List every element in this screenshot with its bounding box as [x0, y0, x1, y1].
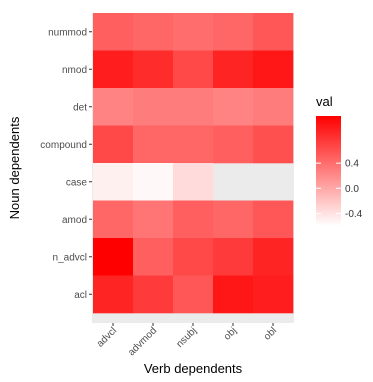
- heatmap-cell: [93, 275, 134, 314]
- heatmap-cell: [213, 88, 254, 126]
- y-tick-label: amod: [62, 215, 87, 226]
- heatmap-cell: [253, 275, 294, 314]
- x-tick-label: advcl: [95, 325, 119, 349]
- heatmap-cell: [173, 200, 214, 239]
- heatmap-cell: [173, 13, 214, 51]
- heatmap-cells: [93, 13, 294, 314]
- x-axis-ticks: advcl advmod nsubj obj obl: [95, 323, 279, 358]
- legend-colorbar: [316, 116, 341, 226]
- y-axis-title: Noun dependents: [7, 116, 22, 219]
- heatmap-cell: [93, 238, 134, 276]
- legend-ticks: 0.4 0.0 -0.4: [316, 159, 363, 220]
- heatmap-cell: [133, 200, 174, 239]
- heatmap-cell: [133, 13, 174, 51]
- heatmap-cell: [213, 13, 254, 51]
- heatmap-cell: [93, 125, 134, 164]
- heatmap-cell: [173, 88, 214, 126]
- heatmap-cell: [253, 200, 294, 239]
- heatmap-cell: [133, 125, 174, 164]
- heatmap-cell: [213, 275, 254, 314]
- heatmap-cell: [93, 88, 134, 126]
- heatmap-cell: [253, 238, 294, 276]
- heatmap-cell: [213, 238, 254, 276]
- heatmap-cell: [173, 50, 214, 89]
- heatmap-cell: [93, 50, 134, 89]
- heatmap-cell: [213, 200, 254, 239]
- legend-tick-label: 0.0: [345, 184, 359, 195]
- heatmap-cell: [253, 13, 294, 51]
- y-tick-label: nmod: [62, 65, 87, 76]
- y-tick-label: compound: [40, 140, 87, 151]
- legend-title: val: [316, 94, 333, 109]
- heatmap-cell: [133, 163, 174, 201]
- y-tick-label: det: [73, 102, 87, 113]
- heatmap-cell: [133, 275, 174, 314]
- heatmap-cell: [173, 163, 214, 201]
- heatmap-cell: [93, 200, 134, 239]
- heatmap-cell: [173, 125, 214, 164]
- x-tick-label: nsubj: [174, 325, 199, 350]
- heatmap-cell: [213, 50, 254, 89]
- heatmap-cell: [133, 238, 174, 276]
- heatmap-cell: [93, 13, 134, 51]
- x-tick-label: obj: [222, 325, 239, 342]
- legend-tick-label: 0.4: [345, 159, 359, 170]
- y-tick-label: case: [66, 177, 88, 188]
- heatmap-cell: [253, 125, 294, 164]
- y-tick-label: n_advcl: [53, 252, 87, 263]
- heatmap-cell: [173, 238, 214, 276]
- heatmap-cell: [93, 163, 134, 201]
- y-tick-label: nummod: [48, 27, 87, 38]
- heatmap-cell: [133, 88, 174, 126]
- x-tick-label: obl: [262, 325, 279, 342]
- legend: val 0.4 0.0 -0.4: [316, 94, 363, 226]
- y-tick-label: acl: [74, 290, 87, 301]
- x-tick-label: advmod: [126, 325, 159, 358]
- heatmap-cell: [213, 125, 254, 164]
- x-axis-title: Verb dependents: [144, 361, 243, 376]
- legend-tick-label: -0.4: [345, 209, 363, 220]
- heatmap-cell: [253, 88, 294, 126]
- heatmap-cell: [133, 50, 174, 89]
- heatmap-cell: [173, 275, 214, 314]
- heatmap-cell: [253, 50, 294, 89]
